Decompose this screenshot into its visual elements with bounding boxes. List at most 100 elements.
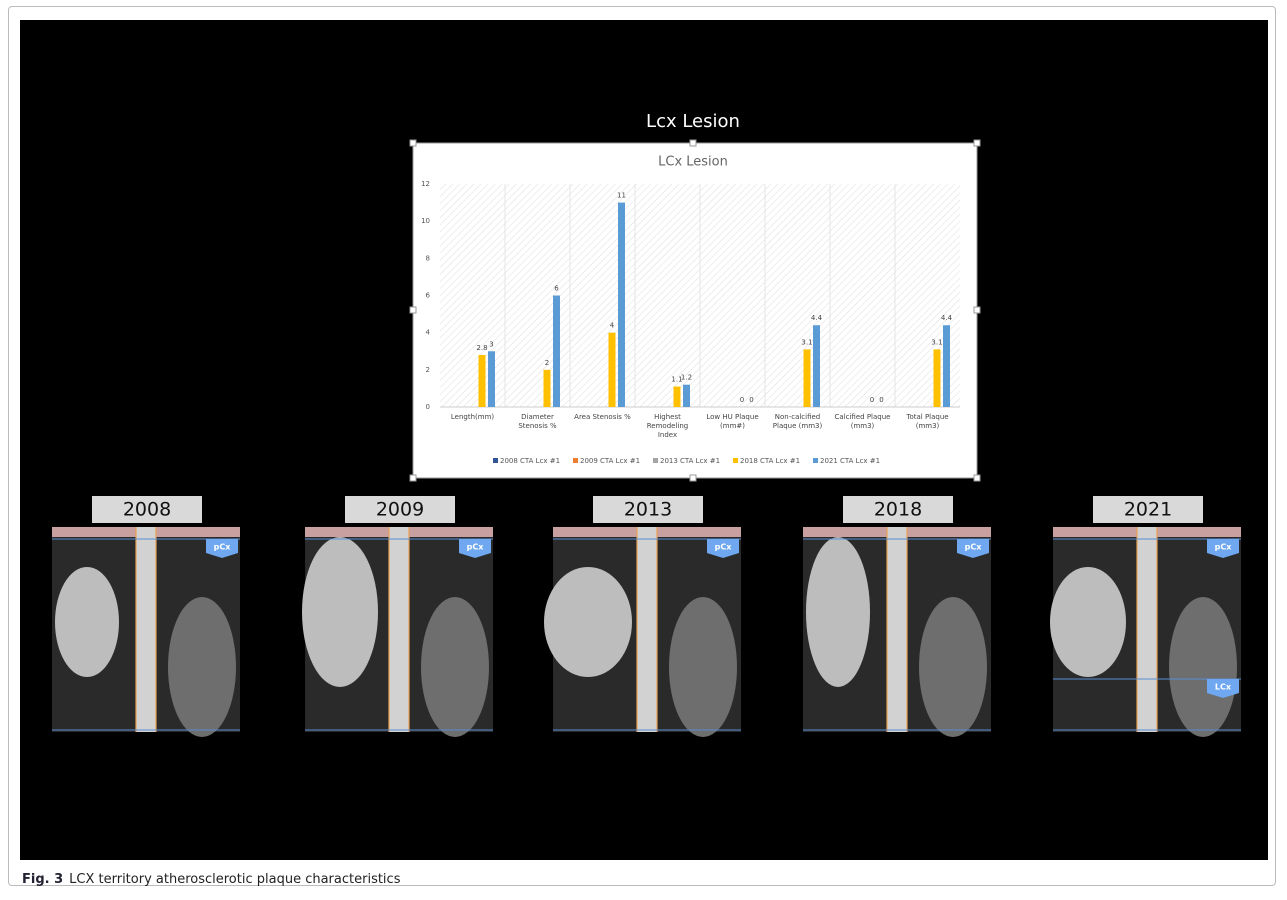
bar: [608, 332, 616, 407]
tissue: [806, 537, 870, 687]
tissue: [421, 597, 489, 737]
tissue: [669, 597, 737, 737]
bar: [943, 325, 950, 407]
handle: [973, 139, 981, 147]
data-label: 2.8: [476, 344, 487, 352]
legend-label: 2008 CTA Lcx #1: [500, 457, 560, 465]
bar: [618, 202, 625, 407]
data-label: 1.1: [671, 376, 682, 384]
ct-panel: 2009 pCx: [302, 496, 493, 737]
vessel: [389, 527, 409, 732]
panel-label: 2018: [874, 499, 922, 521]
tag-label: pCx: [965, 543, 983, 552]
tissue: [1169, 597, 1237, 737]
data-label: 3.1: [801, 338, 812, 346]
tag: [957, 539, 989, 558]
caption: Fig. 3 LCX territory atherosclerotic plaq…: [22, 872, 400, 887]
bar: [673, 386, 681, 407]
label-box: [345, 496, 455, 523]
x-tick-label: Total Plaque (mm3): [906, 413, 949, 430]
handle: [689, 474, 697, 482]
data-label: 0: [749, 396, 753, 404]
data-label: 2: [545, 359, 549, 367]
bar: [488, 351, 495, 407]
tissue: [1050, 567, 1126, 677]
vessel: [136, 527, 156, 732]
x-tick-label: Low HU Plaque (mm#): [706, 413, 759, 430]
y-tick-label: 8: [426, 254, 430, 262]
y-tick-label: 10: [421, 217, 430, 225]
handle: [689, 139, 697, 147]
legend-swatch: [493, 458, 498, 463]
panel-label: 2013: [624, 499, 672, 521]
ct-panel: 2018 pCx: [803, 496, 991, 737]
legend-label: 2021 CTA Lcx #1: [820, 457, 880, 465]
vessel: [1137, 527, 1157, 732]
bar: [543, 369, 551, 407]
x-tick-label: Length(mm): [450, 413, 495, 421]
y-tick-label: 2: [426, 366, 430, 374]
legend-swatch: [653, 458, 658, 463]
data-label: 4.4: [811, 314, 823, 322]
caption-label: Fig. 3: [22, 872, 64, 887]
ct-panel: 2021 pCx LCx: [1050, 496, 1241, 737]
bar: [478, 354, 486, 407]
caption-text: LCX territory atherosclerotic plaque cha…: [69, 872, 401, 887]
legend-swatch: [733, 458, 738, 463]
y-tick-label: 12: [421, 180, 430, 188]
data-label: 4: [610, 322, 615, 330]
panel-label: 2009: [376, 499, 424, 521]
tag-label: pCx: [467, 543, 485, 552]
bar: [683, 384, 690, 407]
data-label: 1.2: [681, 374, 692, 382]
tissue: [168, 597, 236, 737]
x-tick-label: Area Stenosis %: [574, 413, 631, 421]
handle: [973, 306, 981, 314]
tag: [206, 539, 238, 558]
tag-label: pCx: [214, 543, 232, 552]
legend-label: 2009 CTA Lcx #1: [580, 457, 640, 465]
handle: [409, 306, 417, 314]
y-tick-label: 6: [426, 292, 431, 300]
x-tick-label: Diameter Stenosis %: [518, 413, 557, 430]
bar: [553, 295, 560, 407]
data-label: 0: [740, 396, 744, 404]
legend-label: 2018 CTA Lcx #1: [740, 457, 800, 465]
data-label: 0: [879, 396, 883, 404]
ct-panel: 2008 pCx: [52, 496, 240, 737]
data-label: 3: [489, 340, 493, 348]
bar: [813, 325, 820, 407]
tag-label: LCx: [1215, 683, 1232, 692]
y-tick-label: 4: [426, 329, 431, 337]
x-tick-label: Highest Remodeling Index: [646, 413, 689, 439]
tag: [459, 539, 491, 558]
data-label: 11: [617, 192, 626, 200]
tag-label: pCx: [1215, 543, 1233, 552]
label-box: [593, 496, 703, 523]
panel-label: 2008: [123, 499, 171, 521]
tissue: [544, 567, 632, 677]
label-box: [92, 496, 202, 523]
data-label: 6: [554, 285, 559, 293]
tissue: [55, 567, 119, 677]
handle: [409, 474, 417, 482]
legend-swatch: [573, 458, 578, 463]
figure-border: [8, 6, 1276, 886]
legend-label: 2013 CTA Lcx #1: [660, 457, 720, 465]
vessel: [637, 527, 657, 732]
ct-panel: 2013 pCx: [544, 496, 741, 737]
data-label: 4.4: [941, 314, 953, 322]
tissue: [302, 537, 378, 687]
data-label: 0: [870, 396, 874, 404]
label-box: [843, 496, 953, 523]
tag: [1207, 679, 1239, 698]
label-box: [1093, 496, 1203, 523]
panel-label: 2021: [1124, 499, 1172, 521]
tissue: [919, 597, 987, 737]
vessel: [887, 527, 907, 732]
tag: [707, 539, 739, 558]
handle: [409, 139, 417, 147]
data-label: 3.1: [931, 338, 942, 346]
